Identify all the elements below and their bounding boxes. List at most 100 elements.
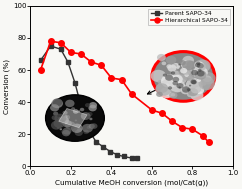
Circle shape bbox=[88, 105, 97, 111]
Circle shape bbox=[182, 86, 190, 93]
Circle shape bbox=[191, 70, 198, 75]
Circle shape bbox=[85, 103, 90, 107]
Circle shape bbox=[185, 60, 190, 64]
Circle shape bbox=[187, 91, 194, 97]
Circle shape bbox=[87, 112, 93, 116]
Circle shape bbox=[195, 70, 207, 80]
Circle shape bbox=[184, 66, 191, 70]
Circle shape bbox=[151, 70, 166, 82]
Circle shape bbox=[184, 73, 189, 77]
Circle shape bbox=[156, 83, 168, 93]
Hierarchical SAPO-34 bbox=[171, 120, 174, 122]
Circle shape bbox=[80, 108, 84, 111]
Circle shape bbox=[83, 130, 89, 134]
Circle shape bbox=[196, 62, 200, 65]
Circle shape bbox=[62, 130, 70, 136]
Circle shape bbox=[91, 123, 98, 129]
Circle shape bbox=[50, 104, 59, 112]
Circle shape bbox=[161, 74, 178, 88]
Polygon shape bbox=[59, 108, 87, 128]
Circle shape bbox=[60, 128, 62, 130]
Circle shape bbox=[169, 92, 177, 99]
Parent SAPO-34 bbox=[74, 82, 76, 84]
Circle shape bbox=[62, 120, 72, 127]
Circle shape bbox=[178, 86, 181, 88]
Circle shape bbox=[187, 61, 196, 68]
Parent SAPO-34 bbox=[109, 151, 112, 153]
Circle shape bbox=[77, 128, 82, 132]
Circle shape bbox=[182, 71, 195, 81]
Circle shape bbox=[73, 109, 79, 114]
X-axis label: Cumulative MeOH conversion (mol/Cat(g)): Cumulative MeOH conversion (mol/Cat(g)) bbox=[55, 179, 208, 186]
Circle shape bbox=[195, 87, 204, 94]
Hierarchical SAPO-34 bbox=[130, 93, 133, 95]
Hierarchical SAPO-34 bbox=[161, 112, 164, 114]
Circle shape bbox=[52, 115, 58, 120]
Circle shape bbox=[183, 66, 199, 78]
Circle shape bbox=[71, 124, 83, 133]
Circle shape bbox=[173, 81, 178, 85]
Circle shape bbox=[78, 110, 80, 112]
Circle shape bbox=[197, 78, 201, 82]
Circle shape bbox=[179, 70, 185, 75]
Circle shape bbox=[75, 119, 77, 121]
Circle shape bbox=[187, 88, 191, 91]
Parent SAPO-34 bbox=[39, 59, 42, 62]
Parent SAPO-34 bbox=[130, 157, 133, 159]
Hierarchical SAPO-34 bbox=[120, 78, 123, 81]
Parent SAPO-34 bbox=[135, 157, 138, 159]
Circle shape bbox=[65, 100, 75, 107]
Circle shape bbox=[188, 88, 198, 96]
Hierarchical SAPO-34 bbox=[49, 40, 52, 42]
Circle shape bbox=[181, 62, 186, 66]
Hierarchical SAPO-34 bbox=[59, 42, 62, 44]
Hierarchical SAPO-34 bbox=[151, 109, 153, 111]
Circle shape bbox=[172, 63, 180, 70]
Circle shape bbox=[62, 111, 68, 115]
Circle shape bbox=[181, 60, 193, 70]
Circle shape bbox=[182, 56, 194, 65]
Circle shape bbox=[186, 78, 203, 91]
Circle shape bbox=[191, 70, 200, 78]
Circle shape bbox=[170, 86, 179, 94]
Circle shape bbox=[181, 70, 192, 78]
Parent SAPO-34 bbox=[95, 141, 98, 143]
Circle shape bbox=[176, 83, 183, 89]
Circle shape bbox=[190, 79, 196, 84]
Hierarchical SAPO-34 bbox=[191, 128, 194, 130]
Circle shape bbox=[190, 90, 204, 101]
Hierarchical SAPO-34 bbox=[207, 141, 210, 143]
Circle shape bbox=[89, 102, 97, 108]
Circle shape bbox=[193, 67, 208, 78]
Circle shape bbox=[51, 121, 62, 130]
Circle shape bbox=[58, 117, 60, 119]
Circle shape bbox=[197, 70, 204, 77]
Line: Hierarchical SAPO-34: Hierarchical SAPO-34 bbox=[38, 38, 211, 145]
Circle shape bbox=[87, 126, 91, 129]
Circle shape bbox=[194, 60, 211, 73]
Hierarchical SAPO-34 bbox=[80, 53, 83, 55]
Circle shape bbox=[200, 72, 216, 84]
Circle shape bbox=[71, 107, 75, 110]
Circle shape bbox=[198, 77, 215, 90]
Circle shape bbox=[45, 95, 104, 141]
Hierarchical SAPO-34 bbox=[201, 135, 204, 137]
Circle shape bbox=[179, 60, 186, 65]
Circle shape bbox=[191, 85, 201, 93]
Circle shape bbox=[172, 75, 183, 84]
Line: Parent SAPO-34: Parent SAPO-34 bbox=[38, 44, 139, 160]
Parent SAPO-34 bbox=[59, 48, 62, 50]
Circle shape bbox=[195, 63, 200, 67]
Circle shape bbox=[190, 88, 194, 92]
Circle shape bbox=[59, 116, 69, 125]
Circle shape bbox=[174, 74, 187, 84]
Circle shape bbox=[181, 87, 190, 94]
Circle shape bbox=[51, 99, 63, 108]
Hierarchical SAPO-34 bbox=[69, 51, 72, 53]
Circle shape bbox=[203, 75, 212, 82]
Circle shape bbox=[201, 81, 206, 86]
Parent SAPO-34 bbox=[81, 109, 83, 111]
Circle shape bbox=[197, 63, 204, 69]
Circle shape bbox=[194, 61, 204, 69]
Circle shape bbox=[158, 80, 163, 84]
